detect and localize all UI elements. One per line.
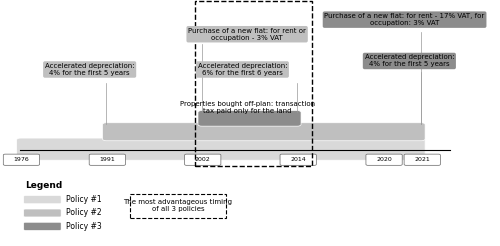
Text: Legend: Legend — [25, 181, 62, 189]
FancyBboxPatch shape — [404, 154, 440, 165]
Text: Policy #3: Policy #3 — [66, 222, 102, 231]
Text: Purchase of a new flat: for rent or
occupation - 3% VAT: Purchase of a new flat: for rent or occu… — [188, 28, 306, 41]
Text: Accelerated depreciation:
6% for the first 6 years: Accelerated depreciation: 6% for the fir… — [198, 63, 287, 76]
FancyBboxPatch shape — [24, 196, 61, 203]
Text: 1991: 1991 — [100, 157, 115, 162]
Text: 1976: 1976 — [14, 157, 30, 162]
Text: Policy #1: Policy #1 — [66, 195, 102, 204]
Text: Accelerated depreciation:
4% for the first 5 years: Accelerated depreciation: 4% for the fir… — [45, 63, 134, 76]
Text: 2002: 2002 — [195, 157, 210, 162]
FancyBboxPatch shape — [89, 154, 126, 165]
Text: The most advantageous timing
of all 3 policies: The most advantageous timing of all 3 po… — [124, 199, 232, 212]
Text: Purchase of a new flat: for rent - 17% VAT, for
occupation: 3% VAT: Purchase of a new flat: for rent - 17% V… — [324, 13, 484, 26]
FancyBboxPatch shape — [184, 154, 221, 165]
FancyBboxPatch shape — [280, 154, 316, 165]
Text: Policy #2: Policy #2 — [66, 209, 102, 217]
FancyBboxPatch shape — [16, 138, 425, 160]
Text: 2021: 2021 — [414, 157, 430, 162]
Text: 2014: 2014 — [290, 157, 306, 162]
Text: 2020: 2020 — [376, 157, 392, 162]
Text: Accelerated depreciation:
4% for the first 5 years: Accelerated depreciation: 4% for the fir… — [364, 54, 454, 67]
FancyBboxPatch shape — [198, 111, 301, 126]
FancyBboxPatch shape — [4, 154, 40, 165]
FancyBboxPatch shape — [102, 123, 425, 141]
FancyBboxPatch shape — [366, 154, 402, 165]
FancyBboxPatch shape — [24, 209, 61, 217]
FancyBboxPatch shape — [24, 222, 61, 230]
Text: Properties bought off-plan: transaction
tax paid only for the land: Properties bought off-plan: transaction … — [180, 101, 314, 114]
